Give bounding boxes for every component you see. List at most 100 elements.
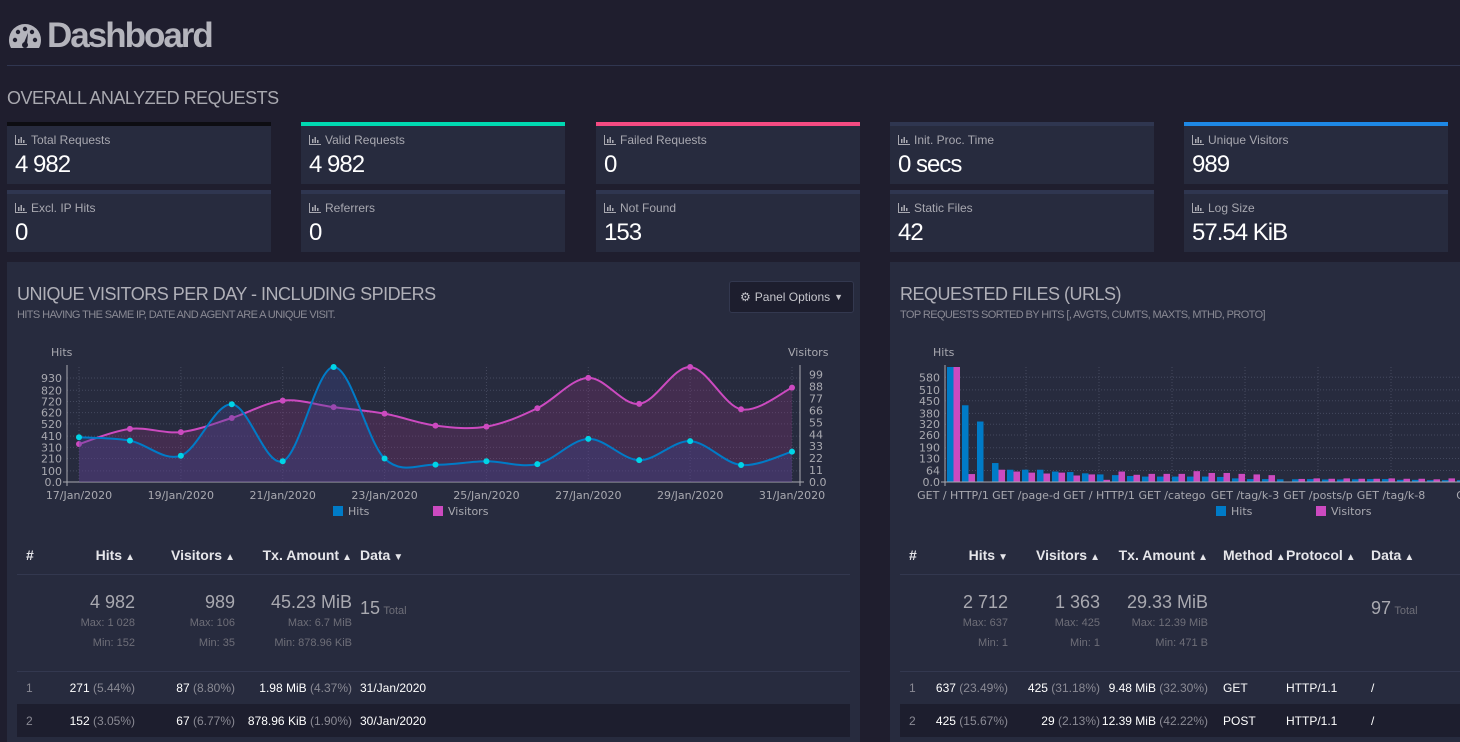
stat-card: Failed Requests 0 — [596, 122, 860, 184]
col-data[interactable]: Data ▼ — [360, 546, 404, 563]
y-axis-label: Hits — [933, 346, 955, 359]
table-row[interactable]: 1 637 (23.49%) 425 (31.18%) 9.48 MiB (32… — [909, 680, 1375, 695]
y-tick-label: 510 — [919, 384, 940, 397]
table-row[interactable]: 2 425 (15.67%) 29 (2.13%) 12.39 MiB (42.… — [900, 704, 1460, 737]
dashboard-gauge-icon — [8, 23, 42, 48]
panel-options-label: Panel Options — [754, 290, 831, 304]
bar-chart-icon — [1192, 203, 1204, 213]
gear-icon: ⚙ — [740, 290, 751, 304]
y2-tick-label: 11 — [809, 464, 823, 477]
sort-icon: ▲ — [1404, 551, 1415, 563]
bar-visitors — [1343, 478, 1350, 482]
stat-label: Log Size — [1192, 201, 1440, 215]
bar-visitors — [1298, 478, 1305, 482]
stat-card: Not Found 153 — [596, 190, 860, 252]
col-index: # — [909, 546, 917, 563]
bar-chart-icon — [309, 203, 321, 213]
y2-tick-label: 77 — [809, 392, 823, 405]
x-tick-label: GET /catego — [1139, 489, 1206, 502]
bar-visitors — [1328, 478, 1335, 482]
y-tick-label: 210 — [41, 453, 62, 466]
col-hits[interactable]: Hits ▲︎ — [95, 546, 135, 563]
x-tick-label: 31/Jan/2020 — [759, 489, 825, 502]
table-row[interactable]: 2 152 (3.05%) 67 (6.77%) 878.96 KiB (1.9… — [17, 704, 850, 737]
bar-hits — [1322, 479, 1329, 482]
bar-visitors — [1103, 479, 1110, 482]
stat-card: Static Files 42 — [890, 190, 1154, 252]
x-tick-label: GE — [1456, 489, 1460, 502]
bar-hits — [1202, 476, 1209, 482]
col-tx-amount[interactable]: Tx. Amount ▲︎ — [262, 546, 352, 563]
col-data[interactable]: Data ▲ — [1371, 546, 1415, 563]
bar-visitors — [1223, 472, 1230, 482]
x-tick-label: GET / HTTP/1 — [1063, 489, 1135, 502]
table-row[interactable]: 1 271 (5.44%) 87 (8.80%) 1.98 MiB (4.37%… — [26, 680, 427, 695]
bar-hits — [1037, 469, 1044, 482]
stat-label: Unique Visitors — [1192, 133, 1440, 147]
bar-hits — [1247, 479, 1254, 482]
bar-chart-icon — [898, 203, 910, 213]
x-tick-label: 23/Jan/2020 — [351, 489, 417, 502]
bar-visitors — [1148, 473, 1155, 482]
stat-value: 0 — [15, 219, 28, 246]
visitors-panel-subtitle: HITS HAVING THE SAME IP, DATE AND AGENT … — [17, 309, 336, 321]
col-method[interactable]: Method ▲ — [1223, 546, 1286, 563]
bar-visitors — [1133, 474, 1140, 482]
bar-visitors — [1178, 473, 1185, 482]
bar-hits — [1397, 479, 1404, 482]
sort-icon: ▲︎ — [225, 551, 235, 563]
bar-visitors — [1028, 472, 1035, 482]
y-tick-label: 260 — [919, 429, 940, 442]
data-point-hits — [687, 438, 694, 445]
data-point-hits — [789, 448, 795, 455]
bar-hits — [1052, 471, 1059, 482]
stat-card: Valid Requests 4 982 — [301, 122, 565, 184]
bar-hits — [1097, 474, 1104, 482]
y-tick-label: 0.0 — [923, 476, 941, 489]
visitors-table: # Hits ▲︎ Visitors ▲︎ Tx. Amount ▲︎ Data ▼ 4… — [17, 536, 850, 737]
y2-tick-label: 99 — [809, 369, 823, 382]
y-tick-label: 620 — [41, 407, 62, 420]
y-tick-label: 410 — [41, 430, 62, 443]
bar-hits — [1172, 476, 1179, 482]
stat-value: 57.54 KiB — [1192, 219, 1288, 246]
bar-visitors — [1433, 479, 1440, 482]
y-tick-label: 130 — [919, 453, 940, 466]
y2-tick-label: 22 — [809, 452, 823, 465]
data-point-visitors — [76, 441, 82, 448]
y2-tick-label: 66 — [809, 404, 823, 417]
col-visitors[interactable]: Visitors ▲︎ — [170, 546, 235, 563]
bar-visitors — [1193, 471, 1200, 482]
y-tick-label: 190 — [919, 442, 940, 455]
data-point-hits — [177, 452, 184, 459]
col-hits[interactable]: Hits ▼ — [968, 546, 1008, 563]
stat-value: 0 — [604, 151, 617, 178]
bar-hits — [1112, 475, 1119, 482]
panel-options-button[interactable]: ⚙ Panel Options ▼ — [729, 281, 855, 313]
overall-section-title: OVERALL ANALYZED REQUESTS — [7, 88, 279, 108]
bar-visitors — [998, 469, 1005, 482]
stat-label: Static Files — [898, 201, 1146, 215]
page-title: Dashboard — [7, 16, 214, 56]
sort-desc-icon: ▼ — [393, 551, 404, 563]
y-tick-label: 320 — [919, 418, 940, 431]
stat-card: Unique Visitors 989 — [1184, 122, 1448, 184]
y2-tick-label: 0.0 — [809, 476, 827, 489]
col-tx-amount[interactable]: Tx. Amount ▲ — [1118, 546, 1208, 563]
bar-hits — [1457, 480, 1460, 482]
bar-visitors — [1013, 471, 1020, 482]
sort-icon: ▲ — [1345, 551, 1356, 563]
bar-hits — [1187, 476, 1194, 482]
bar-hits — [1352, 479, 1359, 482]
stat-label: Total Requests — [15, 133, 263, 147]
stat-label: Init. Proc. Time — [898, 133, 1146, 147]
col-protocol[interactable]: Protocol ▲ — [1286, 546, 1356, 563]
bar-hits — [1007, 469, 1014, 482]
stat-label: Excl. IP Hits — [15, 201, 263, 215]
bar-hits — [1307, 479, 1314, 482]
x-tick-label: GET /tag/k-3 — [1211, 489, 1279, 502]
col-visitors[interactable]: Visitors ▲ — [1035, 546, 1100, 563]
y-tick-label: 720 — [41, 395, 62, 408]
data-point-hits — [228, 401, 235, 408]
bar-hits — [947, 367, 954, 482]
